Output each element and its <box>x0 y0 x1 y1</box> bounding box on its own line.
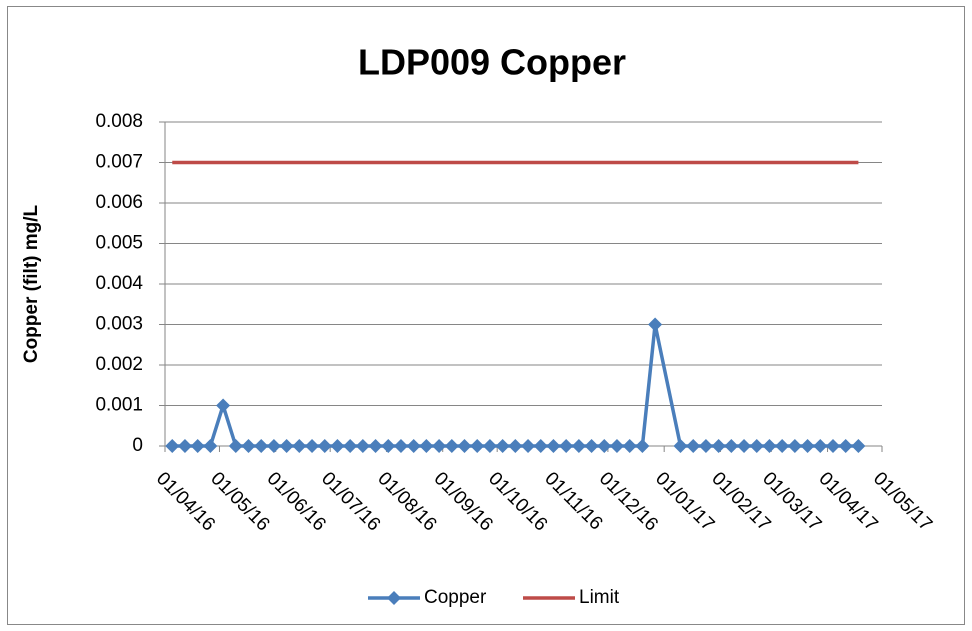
data-point <box>279 439 294 453</box>
data-point <box>508 439 523 453</box>
data-point <box>457 439 472 453</box>
data-point <box>609 439 624 453</box>
data-point <box>343 439 358 453</box>
data-point <box>190 439 205 453</box>
data-point <box>305 439 320 453</box>
data-point <box>686 439 701 453</box>
data-point <box>673 439 688 453</box>
y-tick-label: 0.002 <box>95 354 143 375</box>
data-point <box>800 439 815 453</box>
data-point <box>317 439 332 453</box>
data-point <box>635 439 650 453</box>
data-point <box>482 439 497 453</box>
y-tick-label: 0.005 <box>95 233 143 254</box>
data-point <box>368 439 383 453</box>
data-point <box>622 439 637 453</box>
data-point <box>241 439 256 453</box>
y-tick-label: 0.006 <box>95 192 143 213</box>
data-point <box>406 439 421 453</box>
chart-title: LDP009 Copper <box>358 42 626 83</box>
data-point <box>546 439 561 453</box>
data-point <box>228 439 243 453</box>
y-tick-label: 0.007 <box>95 152 143 173</box>
data-point <box>216 398 231 413</box>
data-point <box>381 439 396 453</box>
data-point <box>495 439 510 453</box>
data-point <box>825 439 840 453</box>
data-point <box>813 439 828 453</box>
data-point <box>292 439 307 453</box>
legend-label: Copper <box>424 587 487 608</box>
data-point <box>521 439 536 453</box>
data-point <box>851 439 866 453</box>
data-point <box>787 439 802 453</box>
data-point <box>584 439 599 453</box>
data-point <box>355 439 370 453</box>
data-point <box>571 439 586 453</box>
data-point <box>444 439 459 453</box>
y-tick-label: 0.001 <box>95 395 143 416</box>
data-point <box>775 439 790 453</box>
data-point <box>432 439 447 453</box>
data-point <box>330 439 345 453</box>
chart-border <box>7 6 965 625</box>
data-point <box>419 439 434 453</box>
y-tick-label: 0.004 <box>95 273 143 294</box>
data-point <box>266 439 281 453</box>
data-point <box>648 317 663 332</box>
data-point <box>597 439 612 453</box>
data-point <box>393 439 408 453</box>
legend-label: Limit <box>579 587 620 608</box>
data-point <box>470 439 485 453</box>
data-point <box>177 439 192 453</box>
data-point <box>165 439 180 453</box>
legend-marker <box>387 591 401 605</box>
data-point <box>254 439 269 453</box>
data-point <box>724 439 739 453</box>
data-point <box>203 439 218 453</box>
data-point <box>559 439 574 453</box>
data-point <box>711 439 726 453</box>
y-tick-label: 0.008 <box>95 111 143 132</box>
y-tick-label: 0 <box>132 435 143 456</box>
data-point <box>737 439 752 453</box>
data-point <box>698 439 713 453</box>
data-point <box>749 439 764 453</box>
data-point <box>838 439 853 453</box>
data-point <box>762 439 777 453</box>
y-axis-label: Copper (filt) mg/L <box>21 204 42 363</box>
data-point <box>533 439 548 453</box>
y-tick-label: 0.003 <box>95 314 143 335</box>
